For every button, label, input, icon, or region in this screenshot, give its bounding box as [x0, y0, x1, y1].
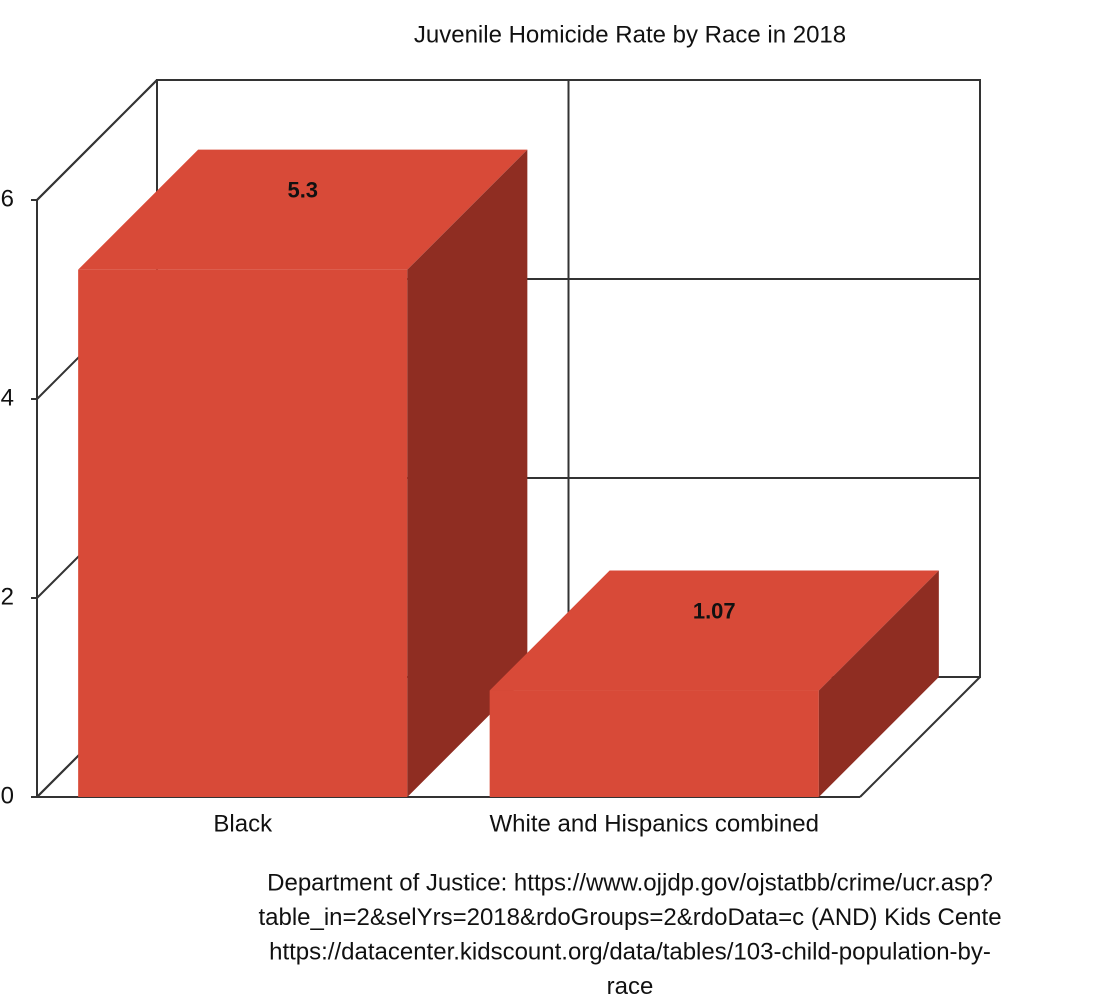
x-tick-label: Black: [213, 810, 273, 837]
y-tick-label: 4: [1, 384, 14, 411]
bar-top: [78, 149, 528, 270]
bar-top: [489, 570, 939, 691]
source-note: table_in=2&selYrs=2018&rdoGroups=2&rdoDa…: [258, 904, 1001, 931]
value-label: 1.07: [693, 598, 736, 623]
bar: [489, 690, 819, 797]
chart-title: Juvenile Homicide Rate by Race in 2018: [414, 21, 846, 48]
value-label: 5.3: [287, 177, 318, 202]
floor-right: [859, 676, 981, 798]
source-note: race: [607, 973, 654, 1000]
y-tick-label: 2: [1, 583, 14, 610]
x-tick-label: White and Hispanics combined: [490, 810, 820, 837]
bar-side: [407, 149, 528, 797]
bar-side: [818, 570, 939, 797]
y-tick-label: 0: [1, 782, 14, 809]
source-note: https://datacenter.kidscount.org/data/ta…: [269, 938, 991, 965]
y-tick-label: 6: [1, 185, 14, 212]
grid-line-side: [36, 79, 158, 201]
bar: [78, 269, 408, 797]
source-note: Department of Justice: https://www.ojjdp…: [267, 869, 993, 896]
